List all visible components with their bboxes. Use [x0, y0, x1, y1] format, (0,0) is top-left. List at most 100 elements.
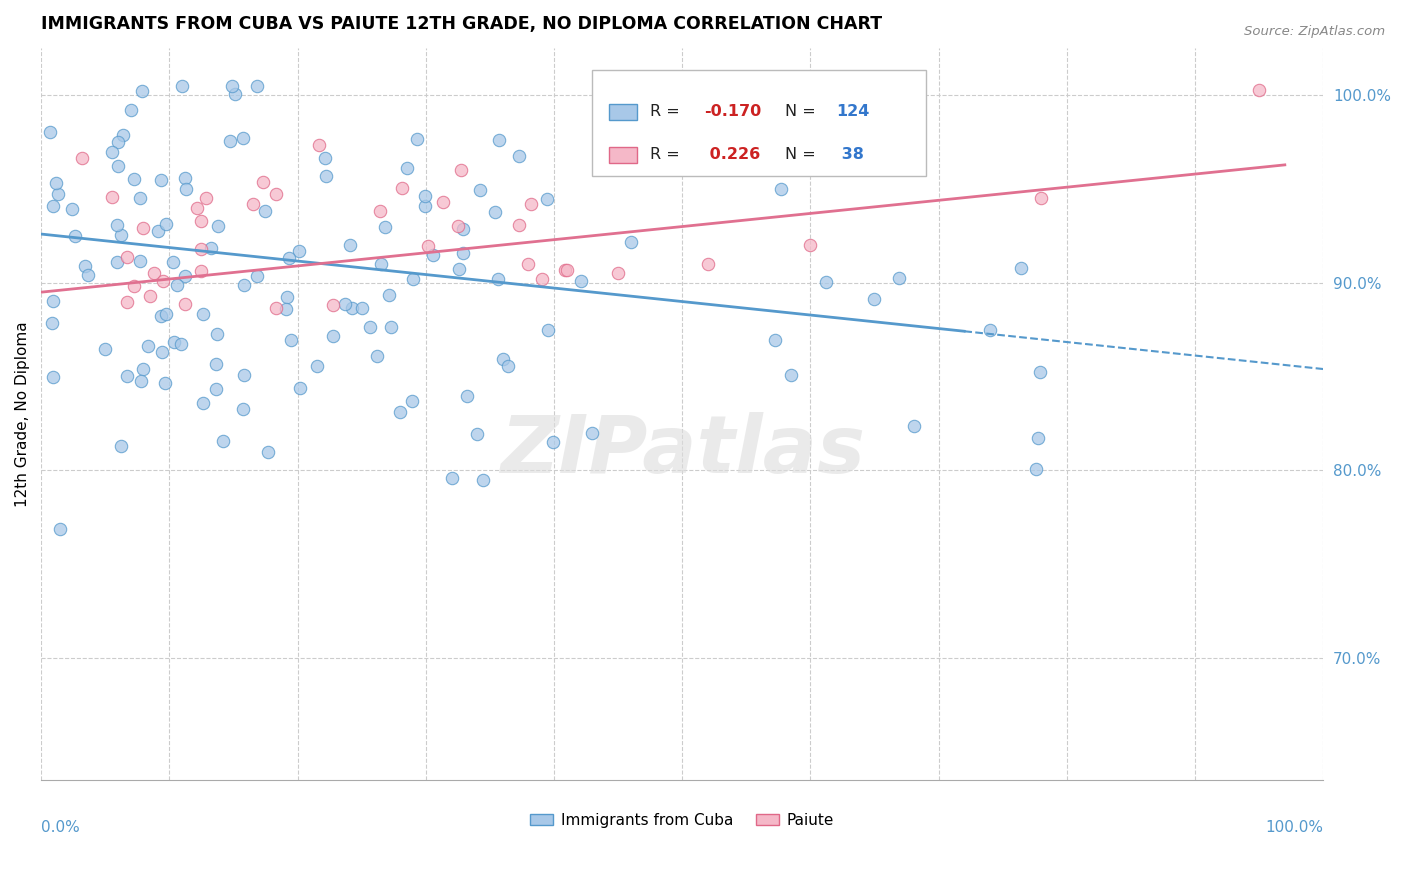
Point: [45, 176, 67, 190]
Point: [516, 257, 538, 271]
Point: [173, 269, 195, 284]
Point: [155, 217, 177, 231]
Point: [246, 268, 269, 283]
Point: [195, 190, 218, 204]
Point: [211, 434, 233, 448]
Point: [73, 259, 96, 273]
Text: -0.170: -0.170: [704, 104, 761, 119]
Point: [441, 470, 464, 484]
Point: [472, 473, 495, 487]
Point: [401, 394, 423, 409]
Point: [339, 237, 361, 252]
Point: [162, 255, 184, 269]
Point: [150, 309, 173, 323]
Text: 100.0%: 100.0%: [1265, 820, 1323, 835]
Text: R =: R =: [650, 147, 685, 162]
Point: [277, 252, 299, 266]
Point: [207, 326, 229, 341]
Point: [242, 197, 264, 211]
Point: [607, 267, 630, 281]
Point: [619, 235, 641, 250]
Point: [257, 445, 280, 459]
Point: [488, 133, 510, 147]
Point: [288, 244, 311, 258]
Point: [142, 266, 165, 280]
Point: [207, 219, 229, 234]
Point: [105, 218, 128, 232]
Point: [447, 219, 470, 233]
Point: [107, 254, 129, 268]
Point: [129, 375, 152, 389]
Point: [70, 151, 93, 165]
Y-axis label: 12th Grade, No Diploma: 12th Grade, No Diploma: [15, 321, 30, 507]
Point: [155, 307, 177, 321]
Point: [101, 189, 124, 203]
Point: [186, 201, 208, 215]
Point: [322, 298, 344, 312]
Point: [122, 172, 145, 186]
Point: [60, 202, 83, 216]
Point: [193, 396, 215, 410]
Point: [38, 125, 60, 139]
Point: [413, 189, 436, 203]
Point: [368, 204, 391, 219]
Point: [288, 381, 311, 395]
Point: [537, 323, 560, 337]
Point: [1028, 365, 1050, 379]
Point: [378, 288, 401, 302]
Point: [163, 334, 186, 349]
Point: [166, 278, 188, 293]
Point: [581, 425, 603, 440]
Point: [153, 376, 176, 390]
Point: [111, 128, 134, 142]
Point: [308, 137, 330, 152]
Point: [63, 228, 86, 243]
Point: [889, 270, 911, 285]
Point: [41, 317, 63, 331]
Point: [138, 288, 160, 302]
Legend: Immigrants from Cuba, Paiute: Immigrants from Cuba, Paiute: [524, 807, 841, 834]
Point: [465, 427, 488, 442]
Point: [432, 195, 454, 210]
Point: [205, 382, 228, 396]
Text: ZIPatlas: ZIPatlas: [499, 411, 865, 490]
Point: [129, 254, 152, 268]
Point: [380, 320, 402, 334]
Point: [107, 136, 129, 150]
Point: [814, 275, 837, 289]
Point: [1031, 191, 1053, 205]
Point: [531, 272, 554, 286]
Point: [232, 368, 254, 383]
Point: [276, 290, 298, 304]
Point: [49, 522, 72, 536]
Point: [508, 218, 530, 232]
Point: [447, 261, 470, 276]
Point: [150, 345, 173, 359]
Point: [150, 172, 173, 186]
Point: [170, 337, 193, 351]
Point: [191, 306, 214, 320]
Point: [395, 161, 418, 176]
Point: [486, 272, 509, 286]
Point: [374, 220, 396, 235]
Point: [780, 368, 803, 382]
Point: [388, 405, 411, 419]
Text: N =: N =: [785, 104, 821, 119]
Point: [333, 297, 356, 311]
Point: [41, 369, 63, 384]
Point: [94, 343, 117, 357]
Point: [190, 213, 212, 227]
Point: [152, 275, 174, 289]
Text: IMMIGRANTS FROM CUBA VS PAIUTE 12TH GRADE, NO DIPLOMA CORRELATION CHART: IMMIGRANTS FROM CUBA VS PAIUTE 12TH GRAD…: [41, 15, 882, 33]
Point: [359, 319, 381, 334]
Point: [41, 294, 63, 309]
Point: [232, 278, 254, 293]
Point: [416, 238, 439, 252]
Point: [342, 301, 364, 315]
Point: [146, 224, 169, 238]
Point: [520, 197, 543, 211]
Point: [232, 130, 254, 145]
Point: [205, 357, 228, 371]
Point: [456, 389, 478, 403]
Point: [484, 205, 506, 219]
